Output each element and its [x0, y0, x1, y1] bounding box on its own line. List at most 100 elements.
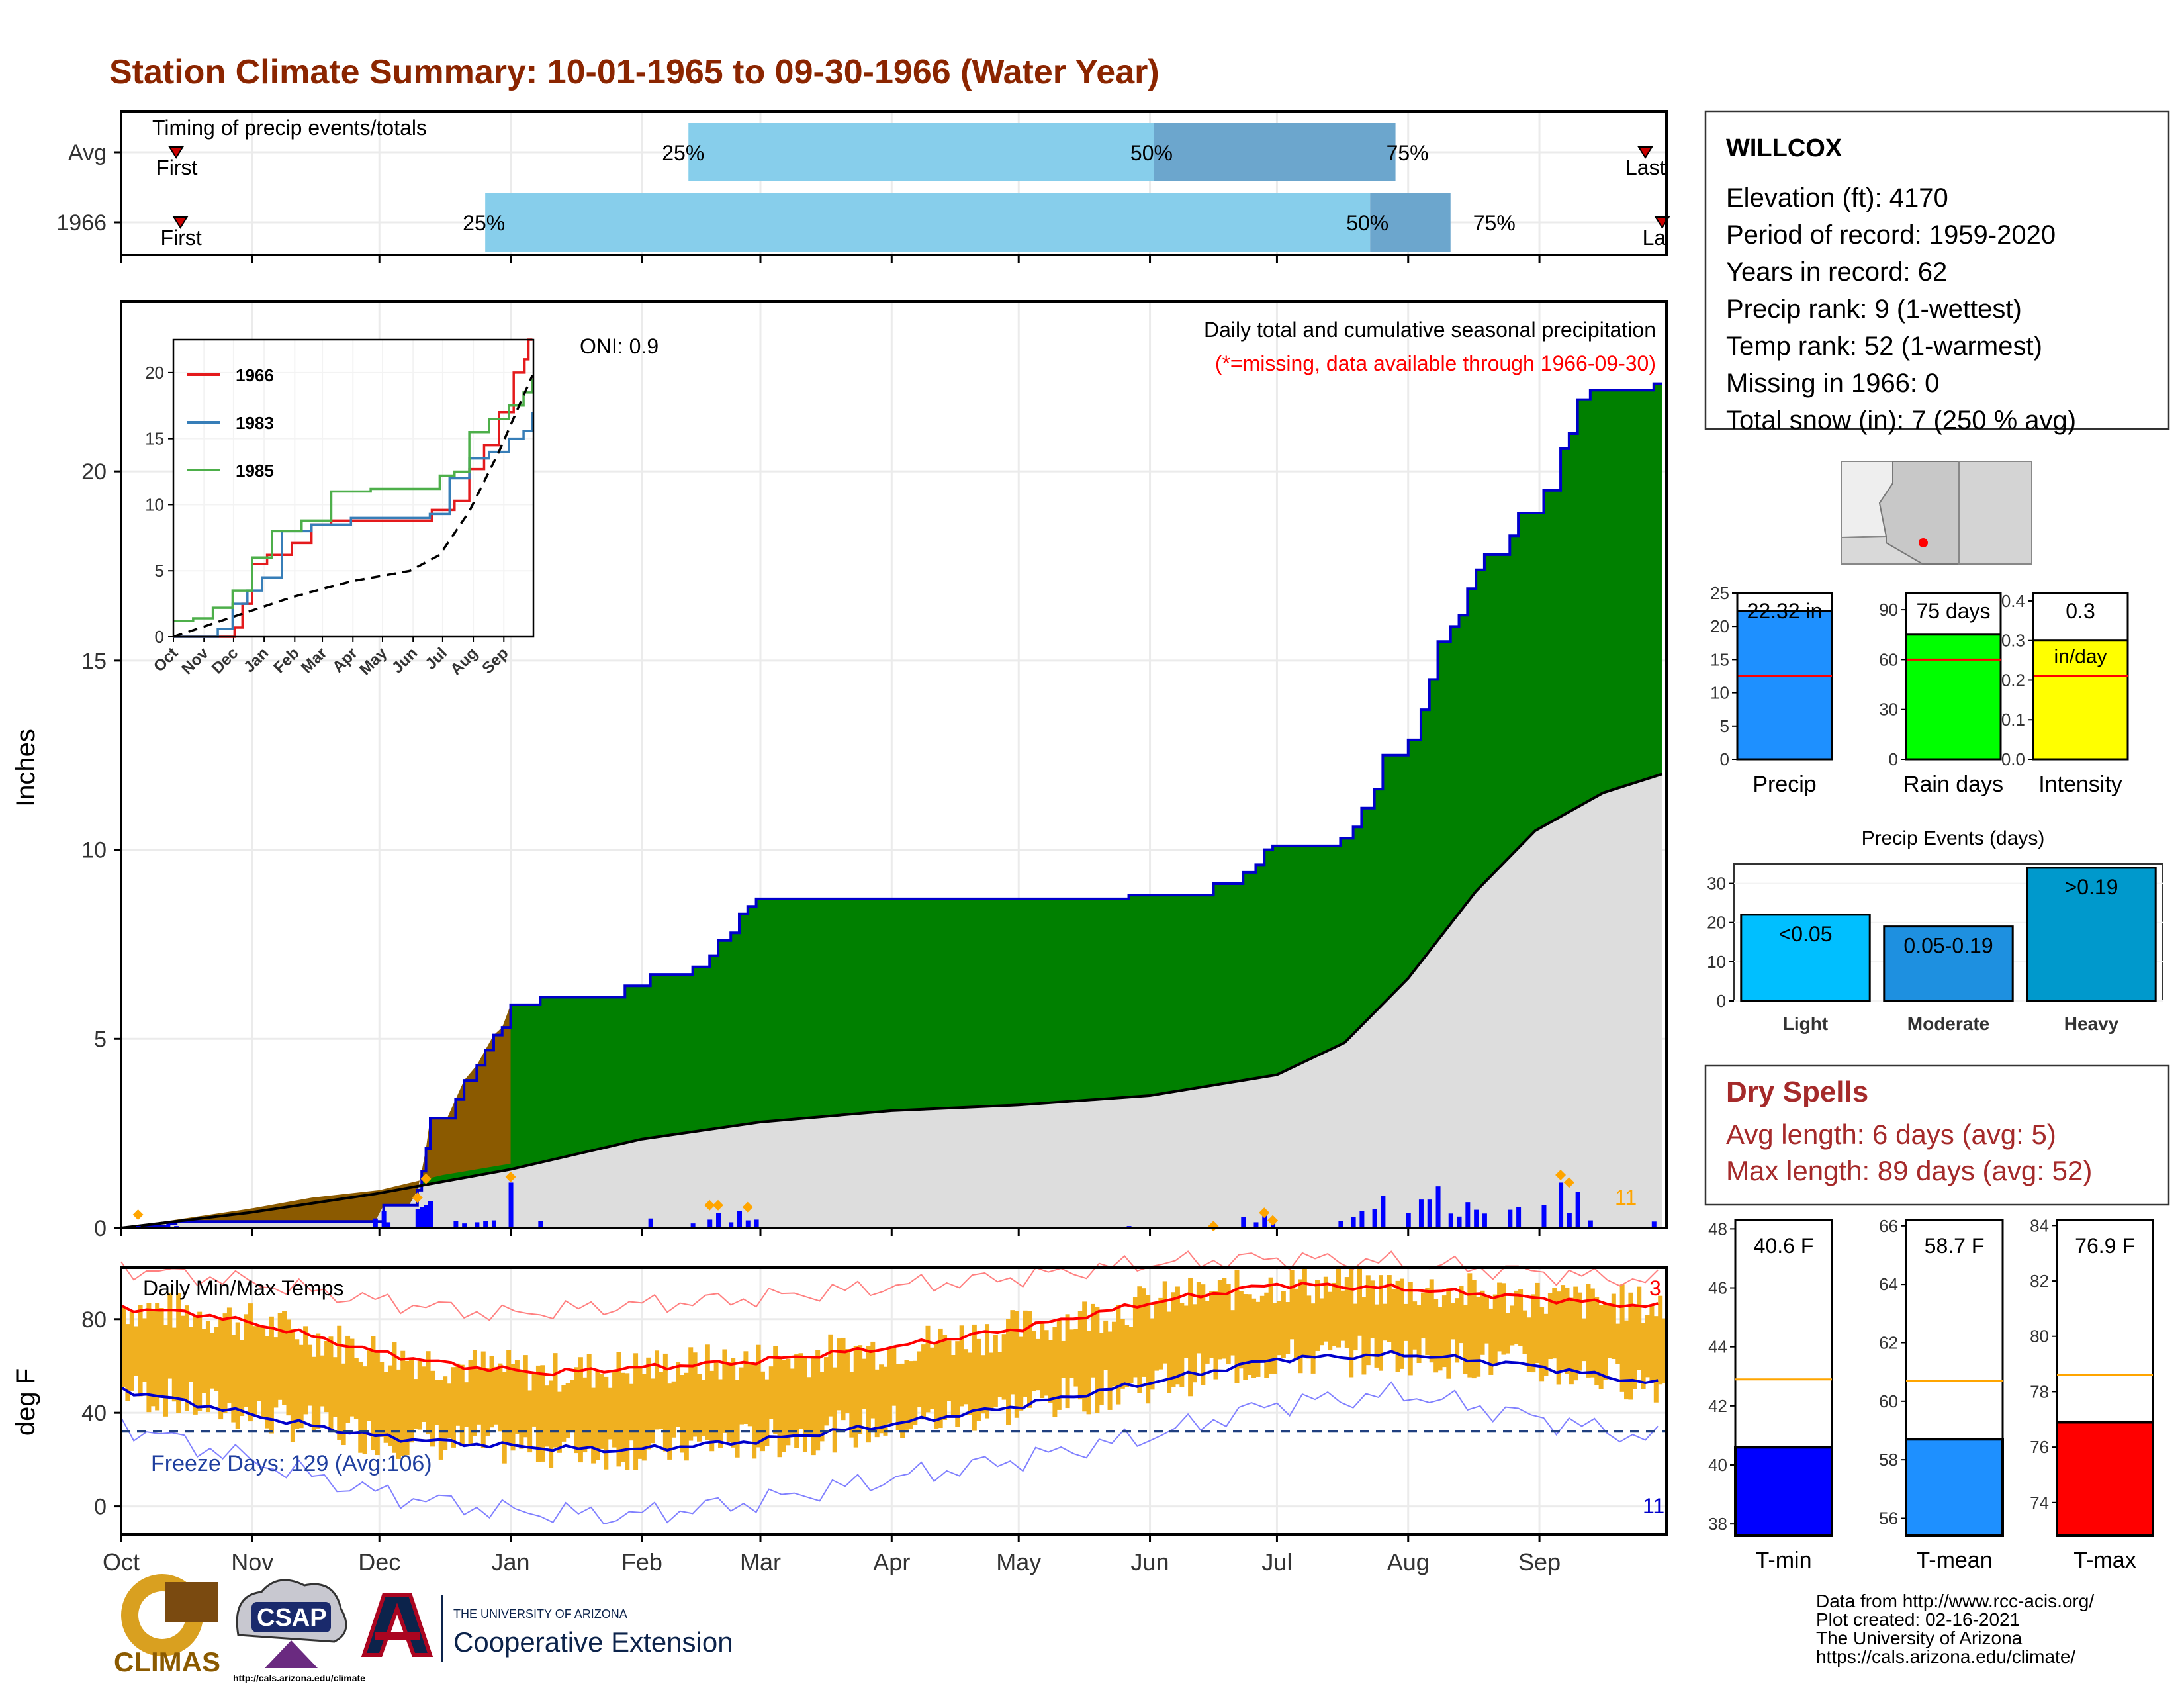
ua-line1: THE UNIVERSITY OF ARIZONA	[453, 1607, 627, 1620]
station-info-line: Period of record: 1959-2020	[1726, 220, 2056, 250]
timing-pct-label: 50%	[1346, 211, 1388, 235]
temp-bar-ytick-label: 66	[1879, 1216, 1898, 1236]
daily-temp-range-bar	[1547, 1293, 1553, 1360]
daily-temp-range-bar	[1323, 1276, 1328, 1342]
daily-temp-range-bar	[1132, 1297, 1138, 1378]
daily-temp-range-bar	[1120, 1319, 1125, 1389]
daily-temp-range-bar	[608, 1387, 613, 1440]
timing-frame	[120, 110, 1668, 256]
daily-temp-range-bar	[1425, 1288, 1430, 1356]
daily-temp-range-bar	[718, 1379, 723, 1448]
temp-ytick-label: 80	[81, 1307, 107, 1333]
daily-temp-range-bar	[422, 1366, 427, 1422]
precip-events-ytick-label: 20	[1707, 913, 1726, 933]
timing-title: Timing of precip events/totals	[152, 116, 427, 140]
daily-temp-range-bar	[697, 1374, 702, 1442]
daily-precip-bar	[415, 1209, 420, 1228]
daily-temp-range-bar	[811, 1357, 816, 1456]
daily-temp-range-bar	[688, 1347, 694, 1441]
precip-note: Daily total and cumulative seasonal prec…	[1204, 318, 1656, 342]
credit-line: Data from http://www.rcc-acis.org/	[1816, 1591, 2094, 1611]
daily-temp-range-bar	[1569, 1297, 1574, 1385]
daily-temp-range-bar	[646, 1357, 651, 1450]
daily-temp-range-bar	[1535, 1282, 1540, 1364]
daily-temp-range-bar	[921, 1344, 927, 1420]
daily-temp-range-bar	[290, 1328, 295, 1442]
cumulative-precip-line	[121, 382, 1662, 1229]
daily-temp-range-bar	[1226, 1284, 1231, 1364]
daily-temp-range-bar	[1128, 1327, 1134, 1383]
precip-events-title: Precip Events (days)	[1862, 827, 2045, 849]
credit-line: Plot created: 02-16-2021	[1816, 1609, 2020, 1630]
daily-temp-range-bar	[1586, 1284, 1591, 1378]
temp-frame	[120, 1266, 1668, 1536]
daily-temp-range-bar	[1001, 1334, 1007, 1400]
daily-temp-range-bar	[1192, 1304, 1197, 1383]
inset-ytick-label: 5	[155, 561, 164, 581]
daily-temp-range-bar	[417, 1360, 422, 1430]
daily-temp-range-bar	[1319, 1298, 1324, 1346]
daily-temp-range-bar	[950, 1354, 956, 1416]
daily-temp-range-bar	[1234, 1269, 1240, 1383]
daily-precip-bar	[690, 1223, 696, 1228]
daily-temp-range-bar	[841, 1337, 846, 1421]
daily-temp-range-bar	[150, 1309, 156, 1407]
daily-temp-range-bar	[1658, 1295, 1663, 1385]
daily-temp-range-bar	[1514, 1290, 1519, 1344]
daily-temp-range-bar	[358, 1361, 363, 1453]
daily-temp-range-bar	[134, 1326, 139, 1376]
daily-precip-bar	[1651, 1221, 1657, 1228]
daily-temp-range-bar	[1289, 1270, 1295, 1340]
daily-temp-range-bar	[1294, 1288, 1299, 1358]
snow-marker	[412, 1192, 423, 1203]
daily-temp-range-bar	[337, 1325, 342, 1440]
precip-ytick-label: 10	[81, 838, 107, 863]
daily-precip-bar	[1482, 1213, 1487, 1228]
ua-a-bar	[375, 1632, 420, 1640]
daily-temp-range-bar	[1137, 1286, 1142, 1393]
freeze-days-label: Freeze Days: 129 (Avg:106)	[151, 1451, 432, 1476]
daily-temp-range-bar	[193, 1315, 198, 1415]
daily-temp-range-bar	[1645, 1315, 1651, 1378]
temp-ytick-label: 0	[94, 1495, 107, 1520]
temp-bar-ytick-label: 78	[2030, 1382, 2049, 1401]
daily-temp-range-bar	[1637, 1286, 1642, 1370]
daily-temp-range-bar	[1006, 1319, 1011, 1425]
daily-temp-range-bar	[159, 1308, 164, 1397]
daily-precip-bar	[1241, 1217, 1246, 1228]
daily-temp-range-bar	[1251, 1298, 1257, 1378]
daily-temp-range-bar	[1090, 1303, 1095, 1378]
daily-temp-range-bar	[557, 1391, 562, 1453]
daily-temp-range-bar	[1158, 1297, 1163, 1370]
daily-precip-bar	[483, 1221, 488, 1228]
daily-temp-range-bar	[1183, 1305, 1189, 1358]
daily-temp-range-bar	[1052, 1327, 1058, 1417]
daily-temp-range-bar	[874, 1369, 880, 1438]
daily-temp-range-bar	[1632, 1306, 1637, 1389]
credits: Data from http://www.rcc-acis.org/ Plot …	[1816, 1591, 2094, 1667]
daily-temp-range-bar	[815, 1350, 821, 1451]
inset-ytick-label: 10	[145, 494, 164, 514]
daily-precip-bar	[1457, 1216, 1462, 1228]
daily-temp-range-bar	[1196, 1282, 1201, 1354]
daily-precip-bar	[1271, 1223, 1276, 1228]
daily-precip-bar	[1406, 1213, 1411, 1228]
temp-bar-ytick-label: 84	[2030, 1215, 2049, 1235]
mini-bar-ytick-label: 0.4	[2001, 591, 2025, 611]
daily-temp-range-bar	[328, 1336, 334, 1430]
daily-temp-range-bar	[480, 1351, 486, 1448]
daily-temp-range-bar	[883, 1366, 888, 1436]
month-label: Nov	[231, 1548, 273, 1575]
daily-temp-range-bar	[972, 1324, 977, 1431]
daily-precip-bar	[754, 1219, 759, 1228]
daily-temp-range-bar	[756, 1344, 761, 1448]
csap-logo: CSAP http://cals.arizona.edu/climate	[233, 1579, 365, 1683]
daily-temp-range-bar	[1209, 1291, 1214, 1358]
daily-temp-range-bar	[129, 1310, 134, 1391]
daily-temp-range-bar	[929, 1347, 934, 1409]
daily-temp-range-bar	[1086, 1331, 1091, 1415]
daily-temp-range-bar	[142, 1318, 147, 1382]
daily-temp-range-bar	[574, 1367, 579, 1454]
daily-temp-range-bar	[1598, 1305, 1604, 1389]
annual-summary-bars: 0 5 10 15 20 25 22.32 in Precip 0 30 60 90 75 days Ra…	[1710, 583, 2129, 797]
